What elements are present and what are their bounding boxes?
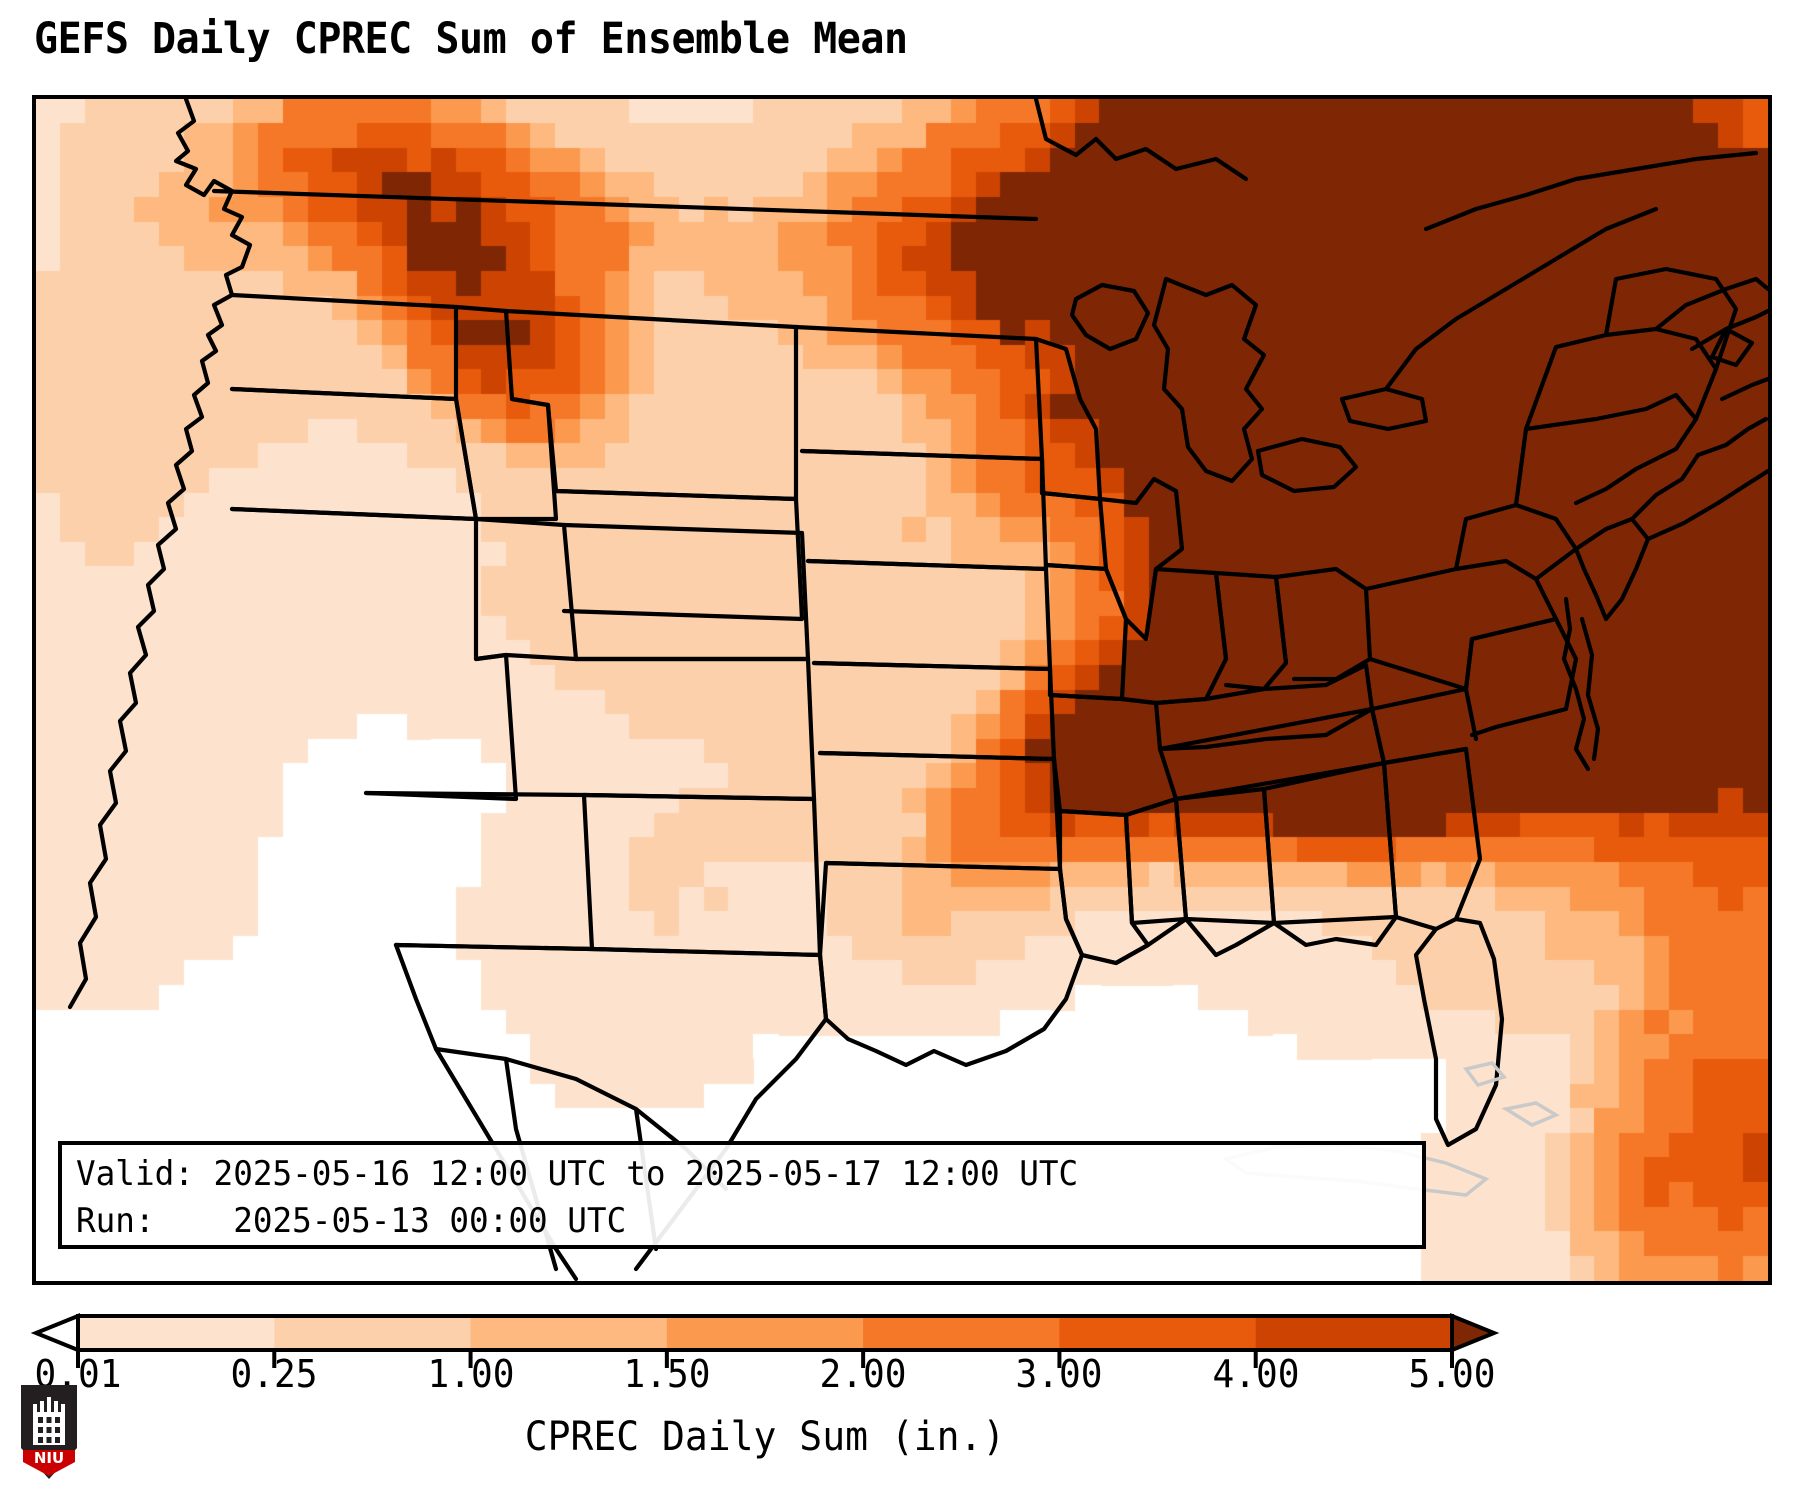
- colorbar-tick-label: 0.25: [230, 1352, 318, 1396]
- valid-time-line: Valid: 2025-05-16 12:00 UTC to 2025-05-1…: [76, 1154, 1079, 1194]
- colorbar-axis-label: CPREC Daily Sum (in.): [524, 1414, 1006, 1460]
- colorbar: 0.01 0.25 1.00 1.50 2.00 3.00 4.00 5.00 CPREC D…: [0, 1300, 1803, 1500]
- colorbar-graphic: [30, 1313, 1500, 1368]
- colorbar-tick-label: 2.00: [819, 1352, 907, 1396]
- colorbar-tick-label: 1.50: [623, 1352, 711, 1396]
- colorbar-tick-label: 1.00: [427, 1352, 515, 1396]
- colorbar-band: [863, 1316, 1061, 1350]
- precipitation-raster: [36, 99, 1768, 1281]
- colorbar-band: [470, 1316, 668, 1350]
- colorbar-outline: [76, 1314, 1454, 1352]
- logo-text: NIU: [34, 1449, 64, 1467]
- logo-castle-windows: [38, 1417, 60, 1443]
- colorbar-tick-label: 4.00: [1212, 1352, 1300, 1396]
- colorbar-band: [1059, 1316, 1257, 1350]
- logo-red-band: [23, 1450, 75, 1476]
- colorbar-over-arrow: [1450, 1313, 1500, 1353]
- niu-logo[interactable]: NIU: [18, 1382, 80, 1482]
- colorbar-band: [274, 1316, 472, 1350]
- colorbar-band: [78, 1316, 275, 1350]
- colorbar-tick-label: 3.00: [1015, 1352, 1103, 1396]
- run-time-line: Run: 2025-05-13 00:00 UTC: [76, 1201, 627, 1241]
- colorbar-band: [666, 1316, 864, 1350]
- colorbar-under-arrow: [30, 1313, 80, 1353]
- map-panel[interactable]: [32, 95, 1772, 1285]
- page-title: GEFS Daily CPREC Sum of Ensemble Mean: [34, 14, 908, 64]
- colorbar-tick-label: 5.00: [1408, 1352, 1496, 1396]
- forecast-info-box: Valid: 2025-05-16 12:00 UTC to 2025-05-1…: [58, 1141, 1426, 1249]
- colorbar-band: [1255, 1316, 1453, 1350]
